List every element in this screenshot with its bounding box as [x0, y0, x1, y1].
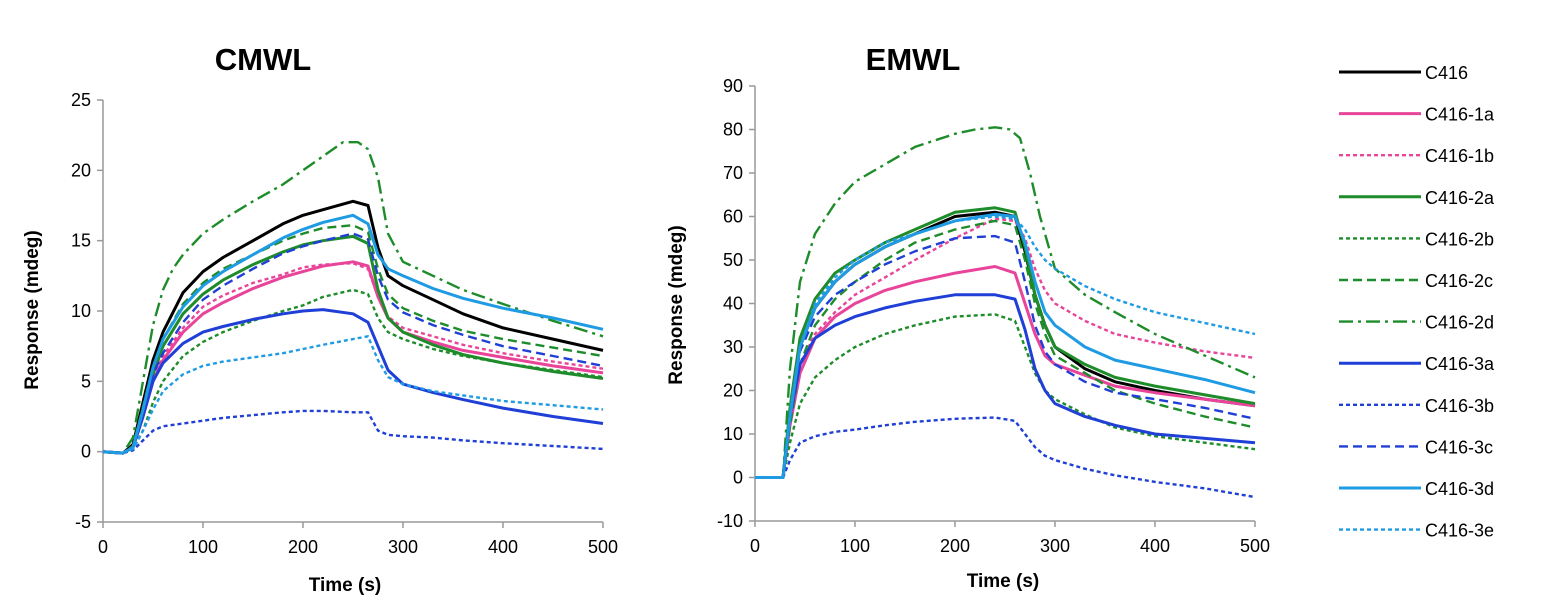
y-tick-label: 80	[723, 120, 743, 140]
x-tick-label: 400	[488, 537, 518, 557]
x-tick-label: 200	[940, 536, 970, 556]
series-line-c416-2d	[755, 126, 1256, 479]
series-line-c416-2c	[755, 219, 1256, 479]
y-tick-label: 25	[71, 90, 91, 110]
x-axis-label: Time (s)	[309, 575, 382, 596]
series-line-c416-2b	[755, 313, 1256, 479]
x-tick-label: 200	[288, 537, 318, 557]
series-line-c416-3c	[102, 232, 604, 455]
y-tick-label: 0	[733, 468, 743, 488]
x-tick-label: 300	[1040, 536, 1070, 556]
y-tick-label: 20	[723, 381, 743, 401]
y-tick-label: 5	[81, 371, 91, 391]
legend-label: C416-1a	[1425, 105, 1495, 125]
x-tick-label: 400	[1140, 536, 1170, 556]
legend-label: C416-3d	[1425, 479, 1494, 499]
legend-label: C416-3c	[1425, 437, 1493, 457]
legend-label: C416-2a	[1425, 188, 1495, 208]
y-tick-label: 20	[71, 160, 91, 180]
chart-cmwl: CMWL Response (mdeg) Time (s) -5 0 5 10 15 20…	[22, 42, 618, 596]
chart-emwl: EMWL Response (mdeg) Time (s) -10 0 10 20 30…	[666, 42, 1270, 592]
legend-label: C416-2b	[1425, 229, 1494, 249]
legend-label: C416-3e	[1425, 521, 1494, 541]
legend-label: C416-1b	[1425, 146, 1494, 166]
y-tick-label: 40	[723, 294, 743, 314]
x-tick-label: 100	[188, 537, 218, 557]
x-tick-label: 0	[98, 537, 108, 557]
legend-label: C416-3b	[1425, 396, 1494, 416]
series-line-c416-3b	[102, 409, 604, 455]
chart-title: EMWL	[866, 42, 961, 77]
series-line-c416-3c	[755, 234, 1256, 479]
x-tick-label: 500	[588, 537, 618, 557]
series-line-c416-3d	[102, 213, 604, 455]
legend-label: C416-2d	[1425, 313, 1494, 333]
y-tick-label: 10	[71, 301, 91, 321]
legend: C416 C416-1a C416-1b C416-2a C416-2b C416-2c C…	[1339, 63, 1495, 541]
x-tick-label: 300	[388, 537, 418, 557]
y-tick-label: 15	[71, 231, 91, 251]
series-line-c416-3b	[755, 416, 1256, 499]
x-tick-label: 0	[750, 536, 760, 556]
y-tick-label: 60	[723, 207, 743, 227]
series-line-c416-3a	[102, 308, 604, 455]
y-tick-label: -5	[75, 512, 91, 532]
y-axis-label: Response (mdeg)	[666, 225, 687, 384]
legend-label: C416-2c	[1425, 271, 1493, 291]
series-line-c416-2b	[102, 288, 604, 455]
legend-label: C416-3a	[1425, 354, 1495, 374]
series-line-c416-1b	[755, 217, 1256, 479]
y-axis-label: Response (mdeg)	[22, 230, 43, 389]
y-tick-label: -10	[717, 511, 743, 531]
series-line-c416-2a	[102, 234, 604, 455]
series-line-c416-2d	[102, 140, 604, 455]
y-tick-label: 30	[723, 337, 743, 357]
y-tick-label: 10	[723, 424, 743, 444]
x-tick-label: 500	[1240, 536, 1270, 556]
y-tick-label: 0	[81, 442, 91, 462]
chart-title: CMWL	[215, 42, 311, 77]
y-tick-label: 90	[723, 76, 743, 96]
legend-label: C416	[1425, 63, 1468, 83]
y-tick-label: 70	[723, 163, 743, 183]
x-axis-label: Time (s)	[967, 571, 1040, 592]
series-line-c416-3e	[102, 335, 604, 455]
series-line-c416	[102, 199, 604, 455]
series-line-c416-3e	[755, 215, 1256, 479]
y-tick-label: 50	[723, 250, 743, 270]
x-tick-label: 100	[840, 536, 870, 556]
